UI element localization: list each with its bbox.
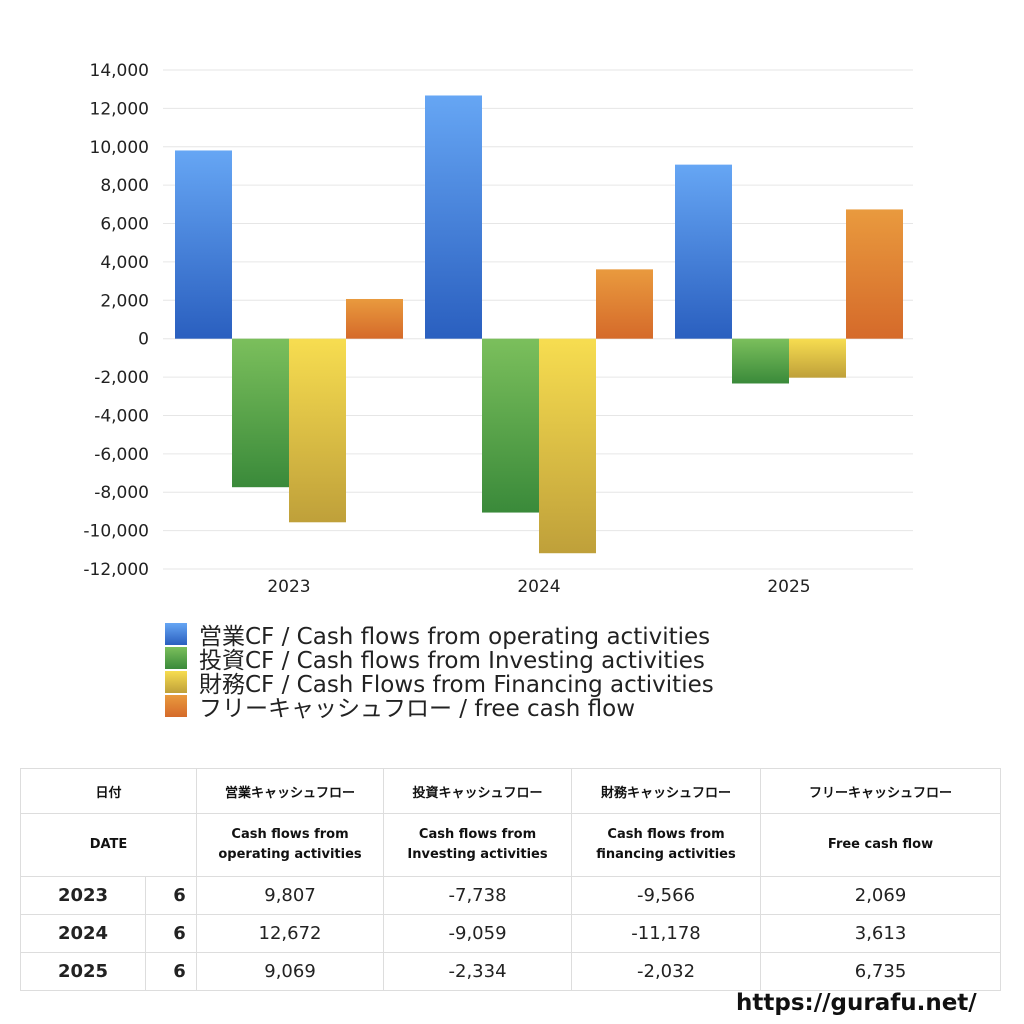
row-financing: -2,032: [571, 952, 762, 991]
header-free-jp: フリーキャッシュフロー: [760, 768, 1002, 814]
y-axis-ticks: 14,000 12,000 10,000 8,000 6,000 4,000 2,000 0 -…: [83, 61, 149, 580]
legend-label-operating: 営業CF / Cash flows from operating activit…: [199, 624, 711, 650]
chart-legend: 営業CF / Cash flows from operating activit…: [165, 622, 714, 722]
header-free-en: Free cash flow: [760, 813, 1002, 877]
legend-item-free: フリーキャッシュフロー / free cash flow: [165, 694, 714, 722]
header-date-en: DATE: [19, 813, 198, 877]
row-free: 6,735: [760, 952, 1002, 991]
header-investing-jp: 投資キャッシュフロー: [383, 768, 573, 814]
y-tick-label: 10,000: [90, 138, 149, 158]
bar-2025-series-0: [675, 164, 732, 339]
y-tick-label: -10,000: [83, 522, 149, 542]
row-investing: -7,738: [383, 876, 573, 915]
bar-2024-series-0: [425, 95, 482, 339]
table-header-jp: 日付 営業キャッシュフロー 投資キャッシュフロー 財務キャッシュフロー フリーキ…: [19, 768, 1002, 814]
bar-2025-series-1: [732, 338, 789, 384]
header-financing-jp: 財務キャッシュフロー: [571, 768, 762, 814]
y-tick-label: -6,000: [94, 445, 149, 465]
y-tick-label: 2,000: [100, 291, 149, 311]
x-tick-label: 2025: [767, 577, 810, 597]
bar-2023-series-1: [232, 338, 289, 488]
bar-2023-series-2: [289, 338, 346, 523]
bar-2025-series-2: [789, 338, 846, 378]
legend-swatch-operating: [165, 623, 187, 645]
legend-label-financing: 財務CF / Cash Flows from Financing activit…: [199, 672, 714, 698]
row-operating: 9,807: [196, 876, 385, 915]
y-tick-label: 0: [138, 330, 149, 350]
row-year: 2024: [20, 914, 146, 953]
site-url[interactable]: https://gurafu.net/: [736, 990, 977, 1016]
legend-swatch-financing: [165, 671, 187, 693]
legend-item-operating: 営業CF / Cash flows from operating activit…: [165, 622, 714, 650]
legend-item-investing: 投資CF / Cash flows from Investing activit…: [165, 646, 714, 674]
bars: [175, 95, 903, 554]
legend-item-financing: 財務CF / Cash Flows from Financing activit…: [165, 670, 714, 698]
row-year: 2025: [20, 952, 146, 991]
row-free: 2,069: [760, 876, 1002, 915]
row-month: 6: [144, 914, 198, 953]
y-tick-label: 14,000: [90, 61, 149, 81]
header-operating-jp: 営業キャッシュフロー: [196, 768, 385, 814]
bar-2023-series-3: [346, 298, 403, 339]
table-header-en: DATE Cash flows from operating activitie…: [19, 813, 1002, 877]
row-month: 6: [144, 876, 198, 915]
bar-2024-series-3: [596, 269, 653, 339]
row-investing: -2,334: [383, 952, 573, 991]
table-row: 2023 6 9,807 -7,738 -9,566 2,069: [20, 876, 1002, 915]
x-tick-label: 2024: [517, 577, 560, 597]
row-year: 2023: [20, 876, 146, 915]
row-operating: 9,069: [196, 952, 385, 991]
y-tick-label: 8,000: [100, 176, 149, 196]
row-investing: -9,059: [383, 914, 573, 953]
x-axis-ticks: 2023 2024 2025: [267, 577, 810, 597]
row-free: 3,613: [760, 914, 1002, 953]
bar-2024-series-2: [539, 338, 596, 554]
row-month: 6: [144, 952, 198, 991]
y-tick-label: -4,000: [94, 406, 149, 426]
header-investing-en: Cash flows from Investing activities: [383, 813, 573, 877]
header-financing-en: Cash flows from financing activities: [571, 813, 762, 877]
y-tick-label: 12,000: [90, 99, 149, 119]
header-operating-en: Cash flows from operating activities: [196, 813, 385, 877]
y-tick-label: -12,000: [83, 560, 149, 580]
table-row: 2025 6 9,069 -2,334 -2,032 6,735: [20, 952, 1002, 991]
bar-2025-series-3: [846, 209, 903, 339]
legend-swatch-investing: [165, 647, 187, 669]
bar-2023-series-0: [175, 150, 232, 339]
legend-label-investing: 投資CF / Cash flows from Investing activit…: [199, 648, 705, 674]
bar-2024-series-1: [482, 338, 539, 513]
row-financing: -11,178: [571, 914, 762, 953]
cash-flow-bar-chart: 14,000 12,000 10,000 8,000 6,000 4,000 2,000 0 -…: [83, 61, 913, 597]
y-tick-label: -8,000: [94, 483, 149, 503]
y-tick-label: 4,000: [100, 253, 149, 273]
row-operating: 12,672: [196, 914, 385, 953]
legend-swatch-free: [165, 695, 187, 717]
row-financing: -9,566: [571, 876, 762, 915]
cash-flow-table: 日付 営業キャッシュフロー 投資キャッシュフロー 財務キャッシュフロー フリーキ…: [19, 768, 1002, 991]
legend-label-free: フリーキャッシュフロー / free cash flow: [199, 696, 636, 722]
y-tick-label: 6,000: [100, 215, 149, 235]
x-tick-label: 2023: [267, 577, 310, 597]
header-date-jp: 日付: [19, 768, 198, 814]
table-row: 2024 6 12,672 -9,059 -11,178 3,613: [20, 914, 1002, 953]
y-tick-label: -2,000: [94, 368, 149, 388]
